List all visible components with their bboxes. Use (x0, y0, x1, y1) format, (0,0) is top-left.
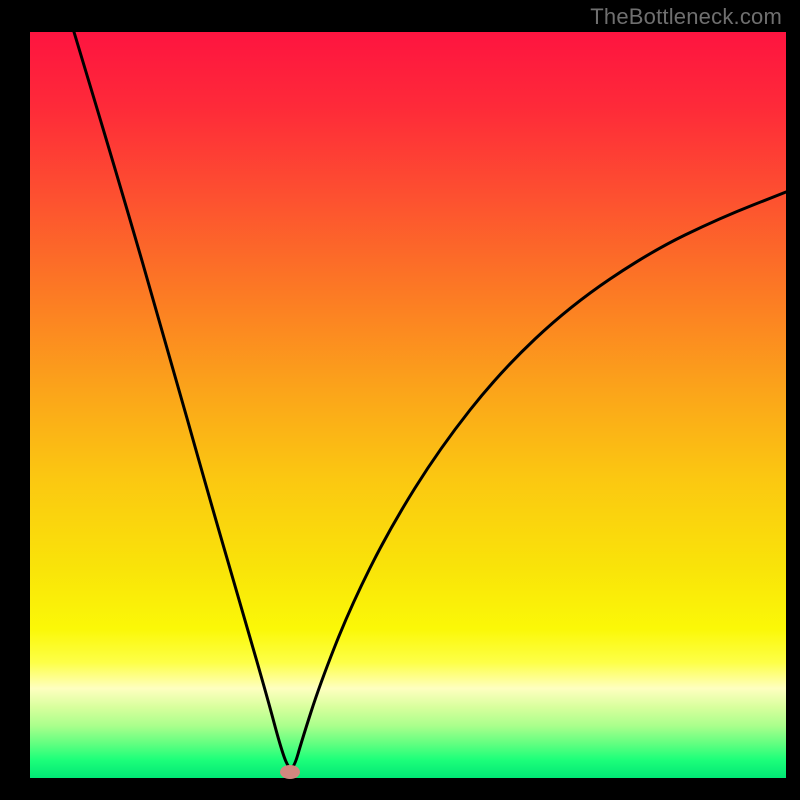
chart-root: TheBottleneck.com (0, 0, 800, 800)
chart-svg (0, 0, 800, 800)
minimum-marker (280, 765, 300, 779)
watermark-text: TheBottleneck.com (590, 4, 782, 30)
plot-area-gradient (30, 32, 786, 778)
